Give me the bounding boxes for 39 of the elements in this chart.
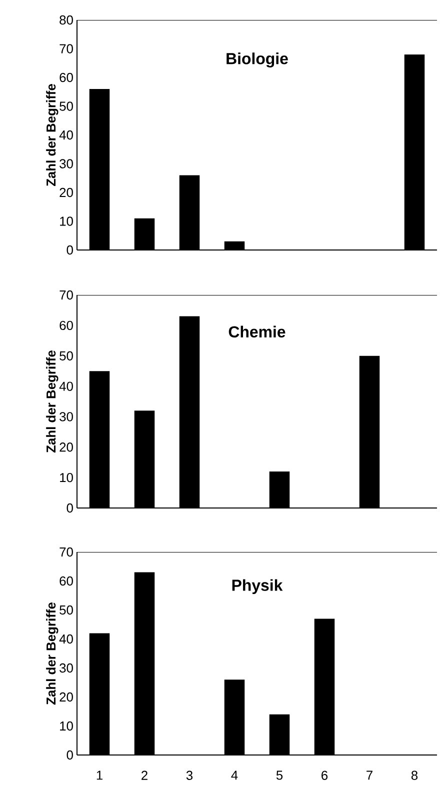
x-tick-label: 8 <box>411 770 418 780</box>
y-tick-label: 10 <box>60 472 73 482</box>
text: Chemie <box>228 326 286 338</box>
y-axis-title: Zahl der Begriffe <box>46 602 58 705</box>
x-tick-label: 4 <box>231 770 238 780</box>
x-tick-label: 2 <box>142 770 148 780</box>
y-tick-label: 10 <box>60 721 73 731</box>
y-tick-label: 70 <box>60 547 73 557</box>
y-tick-label: 0 <box>66 750 73 760</box>
y-tick-label: 40 <box>59 382 73 391</box>
x-tick-label: 3 <box>186 770 193 780</box>
y-axis-title: Zahl der Begriffe <box>46 84 58 186</box>
x-tick-label: 6 <box>322 770 328 780</box>
y-tick-label: 30 <box>60 663 73 673</box>
y-tick-label: 70 <box>60 290 73 300</box>
y-tick-label: 0 <box>66 245 73 255</box>
text: Physik <box>232 579 283 594</box>
y-tick-label: 20 <box>60 442 73 452</box>
y-tick-label: 20 <box>60 188 73 198</box>
y-tick-label: 40 <box>59 130 73 140</box>
y-tick-label: 50 <box>60 351 73 360</box>
y-tick-label: 30 <box>60 159 73 168</box>
x-tick-label: 1 <box>96 770 102 780</box>
y-tick-label: 50 <box>60 102 73 111</box>
y-tick-label: 10 <box>60 216 73 226</box>
x-tick-label: 7 <box>366 770 372 780</box>
y-tick-label: 60 <box>60 72 73 82</box>
y-tick-label: 0 <box>66 503 73 513</box>
y-tick-label: 50 <box>60 605 73 615</box>
y-axis-title: Zahl der Begriffe <box>46 350 58 453</box>
text: Biologie <box>226 52 288 68</box>
y-tick-label: 60 <box>60 320 73 330</box>
y-tick-label: 20 <box>60 692 73 702</box>
x-tick-label: 5 <box>276 770 283 780</box>
y-tick-label: 70 <box>60 44 73 54</box>
y-tick-label: 40 <box>59 634 73 644</box>
y-tick-label: 60 <box>60 576 73 586</box>
y-tick-label: 30 <box>60 412 73 422</box>
y-tick-label: 80 <box>60 15 73 25</box>
